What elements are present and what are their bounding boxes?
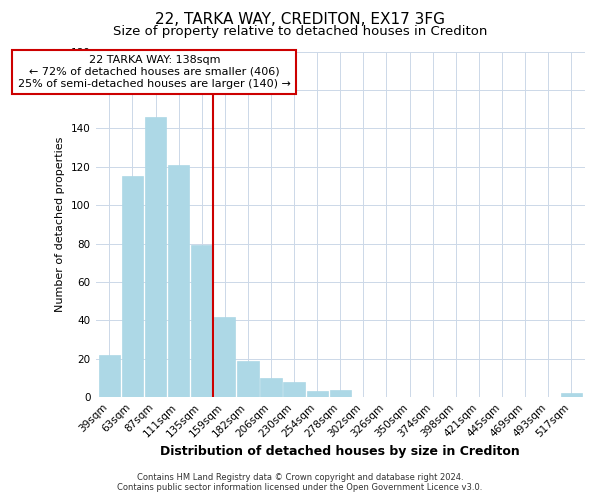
Bar bbox=[99, 355, 120, 397]
Bar bbox=[122, 176, 143, 397]
Bar bbox=[191, 246, 212, 397]
Text: 22, TARKA WAY, CREDITON, EX17 3FG: 22, TARKA WAY, CREDITON, EX17 3FG bbox=[155, 12, 445, 28]
Y-axis label: Number of detached properties: Number of detached properties bbox=[55, 136, 65, 312]
Text: 22 TARKA WAY: 138sqm
← 72% of detached houses are smaller (406)
25% of semi-deta: 22 TARKA WAY: 138sqm ← 72% of detached h… bbox=[18, 56, 291, 88]
Bar bbox=[283, 382, 305, 397]
Bar bbox=[329, 390, 351, 397]
Bar bbox=[260, 378, 281, 397]
X-axis label: Distribution of detached houses by size in Crediton: Distribution of detached houses by size … bbox=[160, 444, 520, 458]
Bar bbox=[237, 360, 259, 397]
Text: Contains HM Land Registry data © Crown copyright and database right 2024.
Contai: Contains HM Land Registry data © Crown c… bbox=[118, 473, 482, 492]
Text: Size of property relative to detached houses in Crediton: Size of property relative to detached ho… bbox=[113, 25, 487, 38]
Bar bbox=[560, 394, 582, 397]
Bar bbox=[214, 316, 235, 397]
Bar bbox=[145, 117, 166, 397]
Bar bbox=[307, 392, 328, 397]
Bar bbox=[168, 165, 189, 397]
